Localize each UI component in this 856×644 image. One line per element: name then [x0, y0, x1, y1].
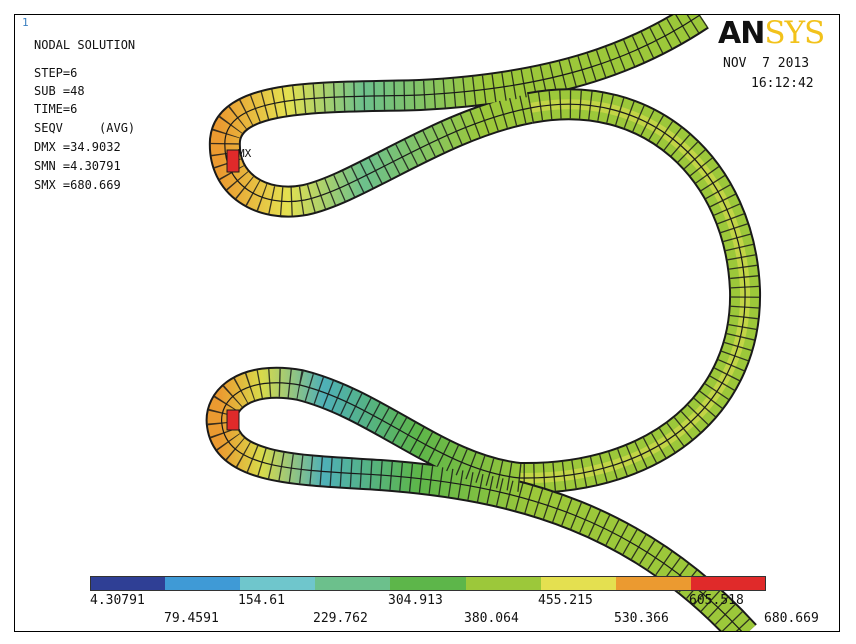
result-quantity: SEQV (AVG) — [34, 121, 136, 135]
legend-label-5: 304.913 — [388, 593, 443, 608]
graphics-window[interactable] — [14, 14, 840, 632]
legend-label-4: 229.762 — [313, 611, 368, 626]
legend-label-10: 680.669 — [764, 611, 819, 626]
smn-value: SMN =4.30791 — [34, 159, 121, 173]
max-stress-spot-upper — [226, 149, 240, 173]
time-value: TIME=6 — [34, 102, 78, 116]
legend-color-5 — [390, 577, 467, 591]
legend-color-2 — [165, 577, 241, 591]
legend-label-2: 79.4591 — [164, 611, 219, 626]
window-number: 1 — [22, 16, 29, 29]
legend-label-7: 455.215 — [538, 593, 593, 608]
legend-label-6: 380.064 — [464, 611, 519, 626]
solution-title: NODAL SOLUTION — [34, 38, 136, 52]
max-stress-spot-lower — [226, 409, 240, 431]
solution-date: NOV 7 2013 — [723, 56, 810, 71]
substep-value: SUB =48 — [34, 84, 85, 98]
smx-value: SMX =680.669 — [34, 178, 121, 192]
ansys-logo: ANSYS — [718, 15, 825, 51]
legend-color-7 — [540, 577, 617, 591]
legend-color-3 — [240, 577, 316, 591]
legend-color-8 — [615, 577, 692, 591]
dmx-value: DMX =34.9032 — [34, 140, 121, 154]
legend-color-6 — [465, 577, 542, 591]
solution-time: 16:12:42 — [751, 76, 814, 91]
legend-color-9 — [690, 577, 767, 591]
legend-label-9: 605.518 — [689, 593, 744, 608]
legend-color-4 — [315, 577, 391, 591]
mx-marker: MX — [238, 147, 252, 160]
legend-label-3: 154.61 — [238, 593, 285, 608]
legend-color-1 — [90, 577, 166, 591]
legend-label-1: 4.30791 — [90, 593, 145, 608]
step-value: STEP=6 — [34, 66, 78, 80]
lower-band — [205, 366, 757, 631]
beam-mesh — [205, 15, 762, 631]
legend-label-8: 530.366 — [614, 611, 669, 626]
